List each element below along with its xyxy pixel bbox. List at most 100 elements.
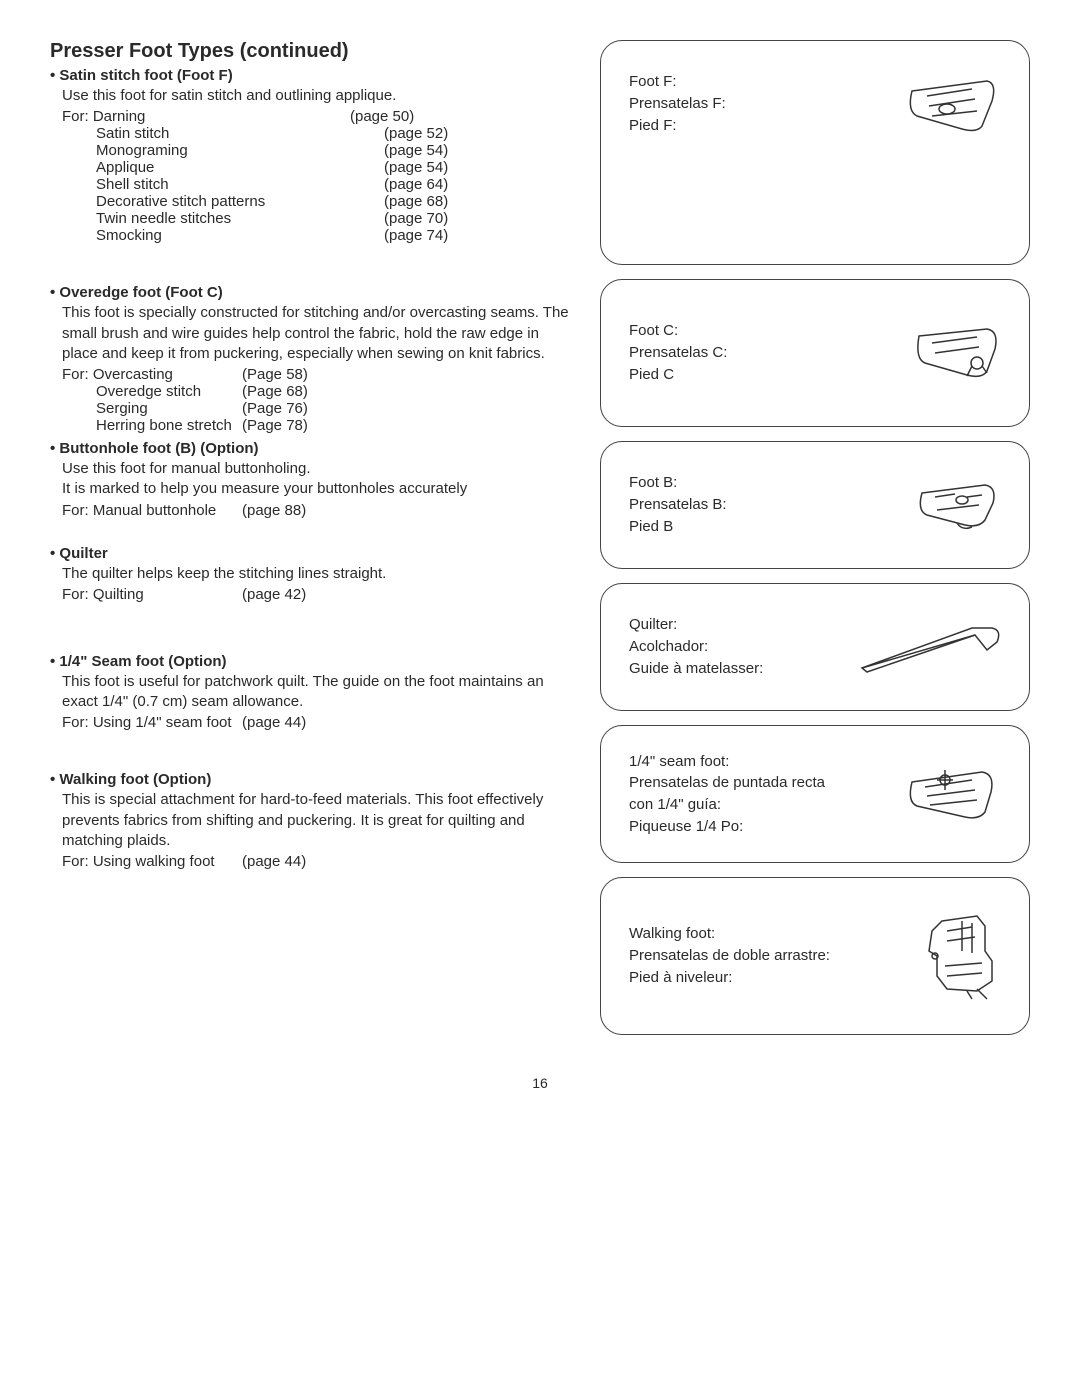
- card-line: Foot B:: [629, 472, 727, 494]
- card-labels: 1/4" seam foot: Prensatelas de puntada r…: [629, 751, 839, 838]
- heading-foot-b: • Buttonhole foot (B) (Option): [50, 440, 570, 457]
- section-quilter: • Quilter The quilter helps keep the sti…: [50, 545, 570, 603]
- use-page: (page 54): [384, 159, 448, 176]
- card-labels: Foot B: Prensatelas B: Pied B: [629, 472, 727, 537]
- card-walking-foot: Walking foot: Prensatelas de doble arras…: [600, 877, 1030, 1035]
- page-title: Presser Foot Types (continued): [50, 40, 570, 63]
- use-label: Decorative stitch patterns: [96, 193, 306, 210]
- uses-foot-b: For: Manual buttonhole (page 88): [62, 502, 570, 519]
- use-label: Darning: [93, 108, 146, 125]
- use-page: (Page 76): [242, 400, 308, 417]
- for-prefix: For:: [62, 366, 89, 383]
- card-line: Pied à niveleur:: [629, 967, 830, 989]
- use-page: (page 68): [384, 193, 448, 210]
- section-seam-foot: • 1/4" Seam foot (Option) This foot is u…: [50, 653, 570, 732]
- uses-seam: For: Using 1/4" seam foot (page 44): [62, 714, 570, 731]
- use-page: (page 52): [384, 125, 448, 142]
- use-label: Quilting: [93, 586, 144, 603]
- use-page: (page 74): [384, 227, 448, 244]
- use-page: (page 44): [242, 714, 306, 731]
- card-foot-b: Foot B: Prensatelas B: Pied B: [600, 441, 1030, 569]
- card-line: Piqueuse 1/4 Po:: [629, 816, 839, 838]
- for-prefix: For:: [62, 502, 89, 519]
- heading-quilter: • Quilter: [50, 545, 570, 562]
- section-walking-foot: • Walking foot (Option) This is special …: [50, 771, 570, 870]
- card-line: Pied F:: [629, 115, 726, 137]
- card-line: 1/4" seam foot:: [629, 751, 839, 773]
- use-label: Using 1/4" seam foot: [93, 714, 232, 731]
- use-page: (Page 58): [242, 366, 308, 383]
- card-foot-f: Foot F: Prensatelas F: Pied F:: [600, 40, 1030, 265]
- use-page: (page 50): [350, 108, 414, 125]
- card-line: Foot F:: [629, 71, 726, 93]
- use-label: Overcasting: [93, 366, 173, 383]
- heading-seam: • 1/4" Seam foot (Option): [50, 653, 570, 670]
- presser-foot-icon: [897, 762, 1007, 827]
- uses-quilter: For: Quilting (page 42): [62, 586, 570, 603]
- card-line: Acolchador:: [629, 636, 763, 658]
- heading-foot-c: • Overedge foot (Foot C): [50, 284, 570, 301]
- use-label: Overedge stitch: [96, 383, 242, 400]
- uses-foot-c: For: Overcasting (Page 58) Overedge stitc…: [62, 366, 570, 434]
- use-page: (page 54): [384, 142, 448, 159]
- uses-walking: For: Using walking foot (page 44): [62, 853, 570, 870]
- card-line: Prensatelas F:: [629, 93, 726, 115]
- for-prefix: For:: [62, 714, 89, 731]
- card-seam-foot: 1/4" seam foot: Prensatelas de puntada r…: [600, 725, 1030, 863]
- presser-foot-icon: [907, 475, 1007, 535]
- for-prefix: For:: [62, 853, 89, 870]
- desc-seam: This foot is useful for patchwork quilt.…: [62, 672, 570, 713]
- presser-foot-icon: [897, 71, 1007, 141]
- use-label: Smocking: [96, 227, 306, 244]
- card-quilter: Quilter: Acolchador: Guide à matelasser:: [600, 583, 1030, 711]
- presser-foot-icon: [907, 321, 1007, 386]
- card-line: Pied C: [629, 364, 727, 386]
- use-label: Applique: [96, 159, 306, 176]
- use-page: (page 88): [242, 502, 306, 519]
- use-page: (Page 68): [242, 383, 308, 400]
- desc-quilter: The quilter helps keep the stitching lin…: [62, 564, 570, 584]
- desc-foot-b: Use this foot for manual buttonholing. I…: [62, 459, 570, 500]
- card-foot-c: Foot C: Prensatelas C: Pied C: [600, 279, 1030, 427]
- for-prefix: For:: [62, 108, 89, 125]
- card-labels: Walking foot: Prensatelas de doble arras…: [629, 923, 830, 988]
- card-line: Walking foot:: [629, 923, 830, 945]
- for-prefix: For:: [62, 586, 89, 603]
- uses-foot-f: For: Darning (page 50) Satin stitch (page …: [62, 108, 570, 244]
- use-page: (Page 78): [242, 417, 308, 434]
- heading-walking: • Walking foot (Option): [50, 771, 570, 788]
- desc-foot-c: This foot is specially constructed for s…: [62, 303, 570, 364]
- use-label: Satin stitch: [96, 125, 306, 142]
- card-line: Prensatelas B:: [629, 494, 727, 516]
- card-labels: Quilter: Acolchador: Guide à matelasser:: [629, 614, 763, 679]
- use-label: Monograming: [96, 142, 306, 159]
- quilter-icon: [857, 620, 1007, 675]
- card-line: Prensatelas C:: [629, 342, 727, 364]
- card-line: Prensatelas de doble arrastre:: [629, 945, 830, 967]
- use-page: (page 44): [242, 853, 306, 870]
- use-label: Manual buttonhole: [93, 502, 216, 519]
- desc-walking: This is special attachment for hard-to-f…: [62, 790, 570, 851]
- card-line: Guide à matelasser:: [629, 658, 763, 680]
- right-column: Foot F: Prensatelas F: Pied F: Foot C: P…: [600, 40, 1030, 1035]
- section-foot-b: • Buttonhole foot (B) (Option) Use this …: [50, 440, 570, 519]
- desc-foot-f: Use this foot for satin stitch and outli…: [62, 86, 570, 106]
- use-page: (page 42): [242, 586, 306, 603]
- use-page: (page 70): [384, 210, 448, 227]
- use-label: Using walking foot: [93, 853, 215, 870]
- card-line: Foot C:: [629, 320, 727, 342]
- use-page: (page 64): [384, 176, 448, 193]
- walking-foot-icon: [917, 911, 1007, 1001]
- card-labels: Foot C: Prensatelas C: Pied C: [629, 320, 727, 385]
- card-line: Quilter:: [629, 614, 763, 636]
- heading-foot-f: • Satin stitch foot (Foot F): [50, 67, 570, 84]
- section-foot-c: • Overedge foot (Foot C) This foot is sp…: [50, 284, 570, 434]
- left-column: Presser Foot Types (continued) • Satin s…: [50, 40, 570, 1035]
- card-labels: Foot F: Prensatelas F: Pied F:: [629, 71, 726, 136]
- use-label: Serging: [96, 400, 242, 417]
- use-label: Shell stitch: [96, 176, 306, 193]
- page-number: 16: [50, 1075, 1030, 1091]
- card-line: Pied B: [629, 516, 727, 538]
- card-line: Prensatelas de puntada recta con 1/4" gu…: [629, 772, 839, 816]
- section-foot-f: • Satin stitch foot (Foot F) Use this fo…: [50, 67, 570, 244]
